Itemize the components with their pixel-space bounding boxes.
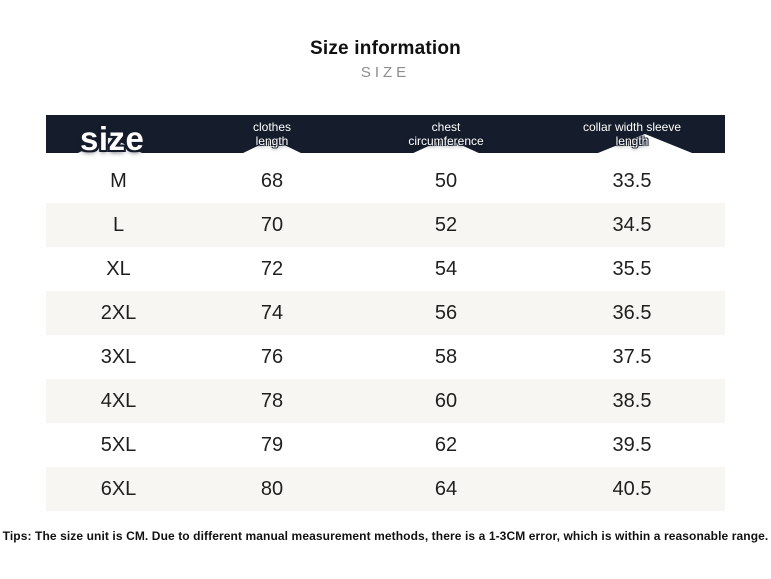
header-cell-chest-circumference: chest circumference <box>353 115 539 153</box>
clothes-length-cell: 70 <box>260 213 284 236</box>
collar-width-sleeve-length-cell: 39.5 <box>612 433 652 456</box>
chest-circumference-cell: 64 <box>434 477 458 500</box>
clothes-length-cell: 72 <box>260 257 284 280</box>
collar-width-sleeve-length-cell: 36.5 <box>612 301 652 324</box>
chest-circumference-cell: 52 <box>434 213 458 236</box>
chest-circumference-cell: 60 <box>434 389 458 412</box>
chest-circumference-cell: 56 <box>434 301 458 324</box>
chest-circumference-cell: 50 <box>434 169 458 192</box>
size-header-label: size <box>80 120 145 157</box>
size-table-body: M 68 50 33.5 L 70 52 34.5 XL 72 54 35.5 … <box>46 159 725 511</box>
header-label-line1: chest <box>431 120 461 134</box>
clothes-length-cell: 74 <box>260 301 284 324</box>
header-notch-size-icon <box>74 137 146 155</box>
tips-note: Tips: The size unit is CM. Due to differ… <box>2 529 769 543</box>
size-cell: 6XL <box>100 477 137 500</box>
collar-width-sleeve-length-cell: 35.5 <box>612 257 652 280</box>
table-row: L 70 52 34.5 <box>46 203 725 247</box>
table-row: M 68 50 33.5 <box>46 159 725 203</box>
header-notch-collar-icon <box>593 134 697 155</box>
table-row: 3XL 76 58 37.5 <box>46 335 725 379</box>
size-table-header: size clothes length chest circumference … <box>46 115 725 157</box>
header-cell-clothes-length: clothes length <box>191 115 353 153</box>
collar-width-sleeve-length-cell: 37.5 <box>612 345 652 368</box>
clothes-length-cell: 80 <box>260 477 284 500</box>
size-cell: 3XL <box>100 345 137 368</box>
size-cell: 5XL <box>100 433 137 456</box>
clothes-length-cell: 78 <box>260 389 284 412</box>
header-cell-collar-width-sleeve-length: collar width sleeve length <box>539 115 725 153</box>
size-cell: XL <box>106 257 131 280</box>
size-cell: L <box>112 213 125 236</box>
size-table: size clothes length chest circumference … <box>46 115 725 511</box>
table-row: 4XL 78 60 38.5 <box>46 379 725 423</box>
chest-circumference-cell: 62 <box>434 433 458 456</box>
header-label-line2: length <box>615 134 649 148</box>
header-label-line1: clothes <box>252 120 292 134</box>
collar-width-sleeve-length-cell: 40.5 <box>612 477 652 500</box>
header-notch-clothes-icon <box>239 139 305 155</box>
collar-width-sleeve-length-cell: 33.5 <box>612 169 652 192</box>
clothes-length-cell: 68 <box>260 169 284 192</box>
header-cell-size: size <box>46 115 191 157</box>
collar-width-sleeve-length-cell: 38.5 <box>612 389 652 412</box>
table-row: 5XL 79 62 39.5 <box>46 423 725 467</box>
size-cell: 2XL <box>100 301 137 324</box>
clothes-length-cell: 79 <box>260 433 284 456</box>
table-row: 6XL 80 64 40.5 <box>46 467 725 511</box>
page-subtitle: SIZE <box>360 64 411 81</box>
header-label-line2: length <box>255 134 289 148</box>
header-notch-chest-icon <box>409 138 483 155</box>
chest-circumference-cell: 54 <box>434 257 458 280</box>
table-row: 2XL 74 56 36.5 <box>46 291 725 335</box>
size-cell: M <box>110 169 127 192</box>
clothes-length-cell: 76 <box>260 345 284 368</box>
header-label-line2: circumference <box>408 134 484 148</box>
header-label-line1: collar width sleeve <box>582 120 682 134</box>
page-title: Size information <box>310 38 461 59</box>
size-cell: 4XL <box>100 389 137 412</box>
table-row: XL 72 54 35.5 <box>46 247 725 291</box>
collar-width-sleeve-length-cell: 34.5 <box>612 213 652 236</box>
chest-circumference-cell: 58 <box>434 345 458 368</box>
